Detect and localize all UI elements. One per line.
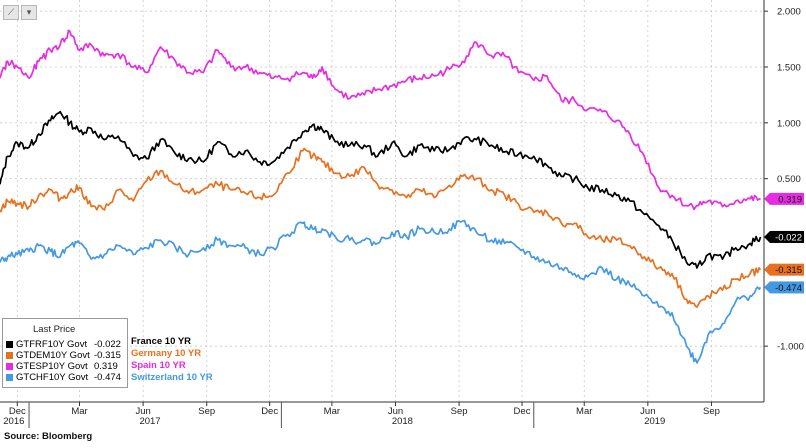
y-tick-label: 0.500 — [777, 174, 801, 185]
legend-title: Last Price — [33, 324, 76, 335]
series-line-0 — [0, 110, 762, 269]
x-year-label: 2018 — [392, 416, 413, 427]
y-axis: 2.000 1.500 1.000 0.500 -1.000 — [763, 0, 804, 402]
x-year-label: 2017 — [139, 416, 160, 427]
series-name-germany: Germany 10 YR — [131, 348, 202, 359]
series-name-spain: Spain 10 YR — [131, 360, 186, 371]
badge-pointer — [764, 192, 770, 205]
legend-entry-germany: GTDEM10Y Govt -0.315 — [6, 350, 121, 361]
source-note: Source: Bloomberg — [4, 431, 93, 442]
legend-ticker: GTESP10Y Govt — [16, 361, 88, 372]
badge-pointer — [764, 263, 770, 276]
legend-value: -0.315 — [94, 350, 121, 361]
legend-swatch — [6, 341, 13, 348]
legend-ticker: GTDEM10Y Govt — [16, 350, 90, 361]
series-line-2 — [0, 29, 761, 211]
legend-value: 0.319 — [94, 361, 118, 372]
series-name-switzerland: Switzerland 10 YR — [131, 372, 213, 383]
last-price-badge — [770, 281, 804, 294]
legend-value: -0.022 — [94, 339, 121, 350]
last-price-badge — [770, 263, 804, 276]
x-tick-label: Mar — [71, 406, 87, 417]
legend-value: -0.474 — [94, 372, 121, 383]
x-tick-label: Jun — [640, 406, 655, 417]
last-price-label: -0.315 — [775, 265, 802, 276]
series-name-france: France 10 YR — [131, 336, 192, 347]
dropdown-chevron-icon[interactable]: ▾ — [21, 5, 37, 20]
y-tick-label: 1.000 — [777, 118, 801, 129]
legend-swatch — [6, 374, 13, 381]
legend-box: Last Price GTFRF10Y Govt -0.022 GTDEM10Y … — [2, 318, 128, 388]
chart-type-icon[interactable]: ⟋ — [3, 5, 19, 20]
x-tick-label: Jun — [135, 406, 150, 417]
legend-swatch — [6, 363, 13, 370]
y-tick-label: 2.000 — [777, 7, 801, 18]
x-tick-label: Dec — [514, 406, 531, 417]
x-tick-label: Dec — [9, 406, 26, 417]
series-lines — [0, 29, 762, 364]
legend-ticker: GTFRF10Y Govt — [16, 339, 88, 350]
last-price-label: -0.022 — [775, 232, 802, 243]
x-tick-label: Jun — [388, 406, 403, 417]
x-tick-label: Dec — [261, 406, 278, 417]
last-price-badge — [770, 192, 804, 205]
series-line-1 — [0, 147, 762, 308]
series-line-3 — [0, 219, 762, 364]
last-price-label: 0.319 — [778, 194, 802, 205]
y-tick-label: -1.000 — [777, 342, 804, 353]
legend-swatch — [6, 352, 13, 359]
x-year-label: 2019 — [644, 416, 665, 427]
chart-toolbar: ⟋ ▾ — [3, 2, 39, 20]
legend-ticker: GTCHF10Y Govt — [16, 372, 89, 383]
last-price-label: -0.474 — [775, 283, 802, 294]
last-price-badges: -0.022 -0.315 0.319 -0.474 — [764, 192, 804, 294]
x-axis: Dec Mar Jun Sep Dec Mar Jun Sep Dec Mar Jun Sep 2016… — [0, 401, 764, 428]
last-price-badge — [770, 230, 804, 243]
badge-pointer — [764, 230, 770, 243]
legend-entry-switzerland: GTCHF10Y Govt -0.474 — [6, 372, 121, 383]
badge-pointer — [764, 281, 770, 294]
x-tick-label: Sep — [451, 406, 468, 417]
legend-entry-france: GTFRF10Y Govt -0.022 — [6, 339, 121, 350]
x-tick-label: Sep — [198, 406, 215, 417]
y-tick-label: 1.500 — [777, 63, 801, 74]
x-year-label: 2016 — [3, 416, 24, 427]
x-tick-label: Mar — [324, 406, 340, 417]
legend-entry-spain: GTESP10Y Govt 0.319 — [6, 361, 118, 372]
x-tick-label: Sep — [703, 406, 720, 417]
x-tick-label: Mar — [576, 406, 592, 417]
